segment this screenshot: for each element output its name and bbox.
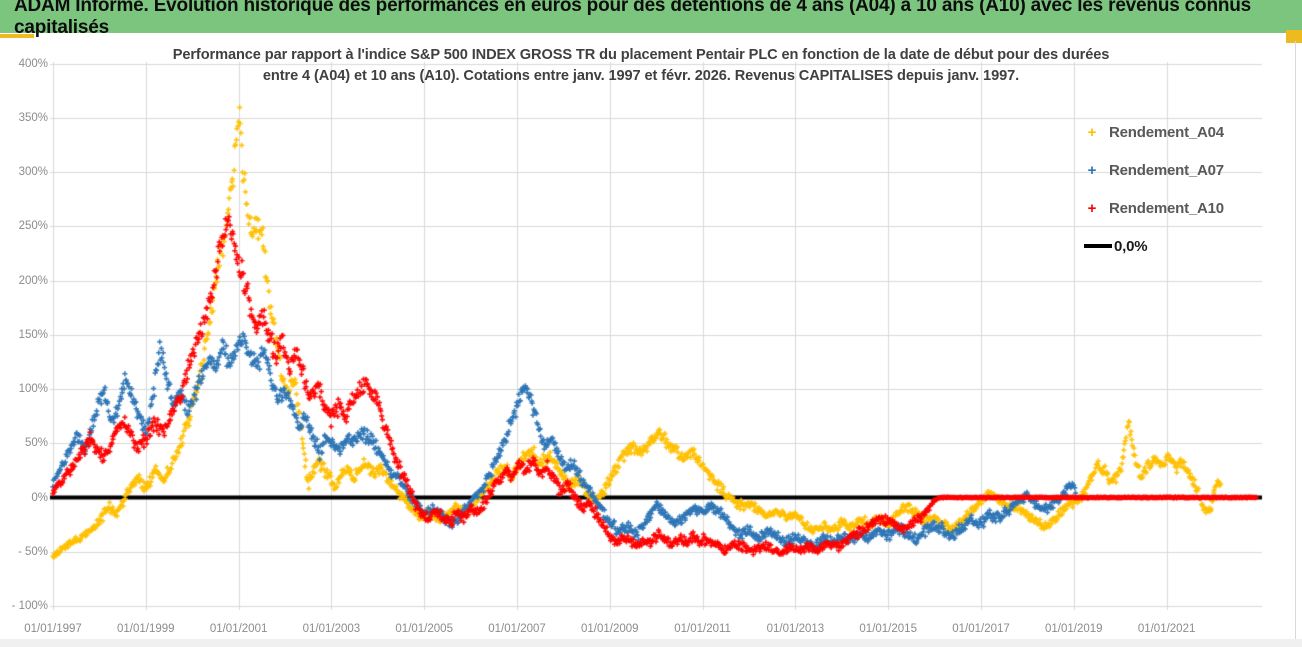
x-tick-label: 01/01/2019 [1045,623,1103,635]
chart-right-border [1295,41,1296,641]
x-tick-label: 01/01/2013 [766,623,825,635]
y-tick-label: 300% [18,166,48,178]
bottom-strip [0,639,1302,647]
y-tick-label: 50% [24,437,48,450]
x-tick-label: 01/01/2015 [859,623,917,635]
legend-item-rendement-a04[interactable]: + Rendement_A04 [1084,113,1254,151]
x-tick-label: 01/01/2007 [488,623,546,635]
x-tick-label: 01/01/2011 [674,623,731,635]
x-tick-label: 01/01/2021 [1137,623,1196,635]
legend-line-swatch [1084,244,1112,248]
y-tick-label: 100% [18,383,48,395]
y-tick-label: 350% [18,111,48,124]
legend-plus-marker: + [1087,123,1097,141]
y-tick-label: 200% [18,274,48,287]
x-tick-label: 01/01/2003 [302,623,361,635]
y-tick-label: 250% [18,220,48,233]
y-tick-label: 150% [18,328,48,341]
chart-legend: + Rendement_A04 + Rendement_A07 + Rendement_A… [1084,113,1254,265]
legend-label: Rendement_A07 [1109,161,1224,179]
chart-title-line1: Performance par rapport à l'indice S&P 5… [172,47,1110,63]
y-tick-label: - 50% [17,545,48,558]
legend-label: Rendement_A10 [1109,199,1224,217]
x-tick-label: 01/01/1999 [117,623,175,635]
legend-plus-marker: + [1087,161,1097,179]
x-tick-label: 01/01/2017 [952,623,1010,635]
y-tick-label: 0% [31,491,48,504]
legend-label: 0,0% [1114,237,1148,255]
legend-item-rendement-a10[interactable]: + Rendement_A10 [1084,189,1254,227]
x-tick-label: 01/01/1997 [24,623,82,635]
x-tick-label: 01/01/2009 [581,623,639,635]
y-tick-label: 400% [18,57,48,70]
legend-item-rendement-a07[interactable]: + Rendement_A07 [1084,151,1254,189]
legend-item-0-0-[interactable]: 0,0% [1084,227,1254,265]
x-tick-label: 01/01/2005 [395,623,453,635]
legend-plus-marker: + [1087,199,1097,217]
x-tick-label: 01/01/2001 [209,623,268,635]
chart-title: Performance par rapport à l'indice S&P 5… [101,45,1181,87]
y-tick-label: - 100% [11,600,48,612]
legend-label: Rendement_A04 [1109,123,1224,141]
chart-title-line2: entre 4 (A04) et 10 ans (A10). Cotations… [262,68,1020,84]
